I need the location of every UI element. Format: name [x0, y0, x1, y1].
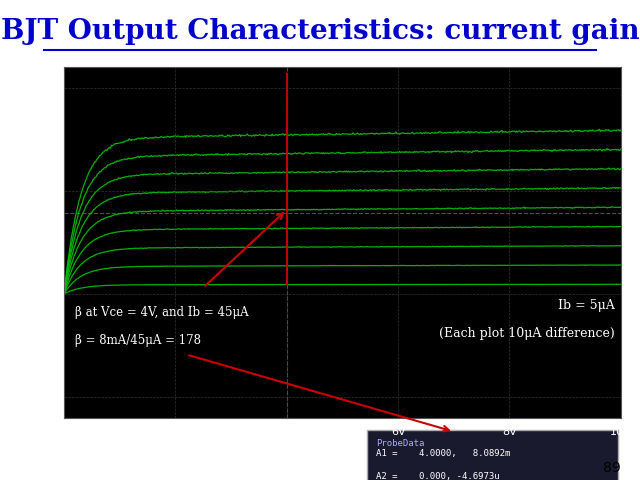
Text: V_V1: V_V1 — [328, 444, 356, 456]
FancyBboxPatch shape — [367, 430, 618, 480]
Text: ProbeData: ProbeData — [376, 439, 424, 448]
Text: BJT Output Characteristics: current gain: BJT Output Characteristics: current gain — [1, 18, 639, 45]
Text: (Each plot 10μA difference): (Each plot 10μA difference) — [440, 327, 615, 340]
Text: ⓘIC(Q1): ⓘIC(Q1) — [6, 399, 44, 409]
Text: β = 8mA/45μA = 178: β = 8mA/45μA = 178 — [75, 334, 201, 347]
Text: β at Vce = 4V, and Ib = 45μA: β at Vce = 4V, and Ib = 45μA — [75, 306, 249, 319]
Text: 89: 89 — [603, 461, 621, 475]
Text: A1 =    4.0000,   8.0892m: A1 = 4.0000, 8.0892m — [376, 449, 510, 458]
Text: Ib = 5μA: Ib = 5μA — [559, 299, 615, 312]
Text: A2 =    0.000, -4.6973u: A2 = 0.000, -4.6973u — [376, 472, 499, 480]
